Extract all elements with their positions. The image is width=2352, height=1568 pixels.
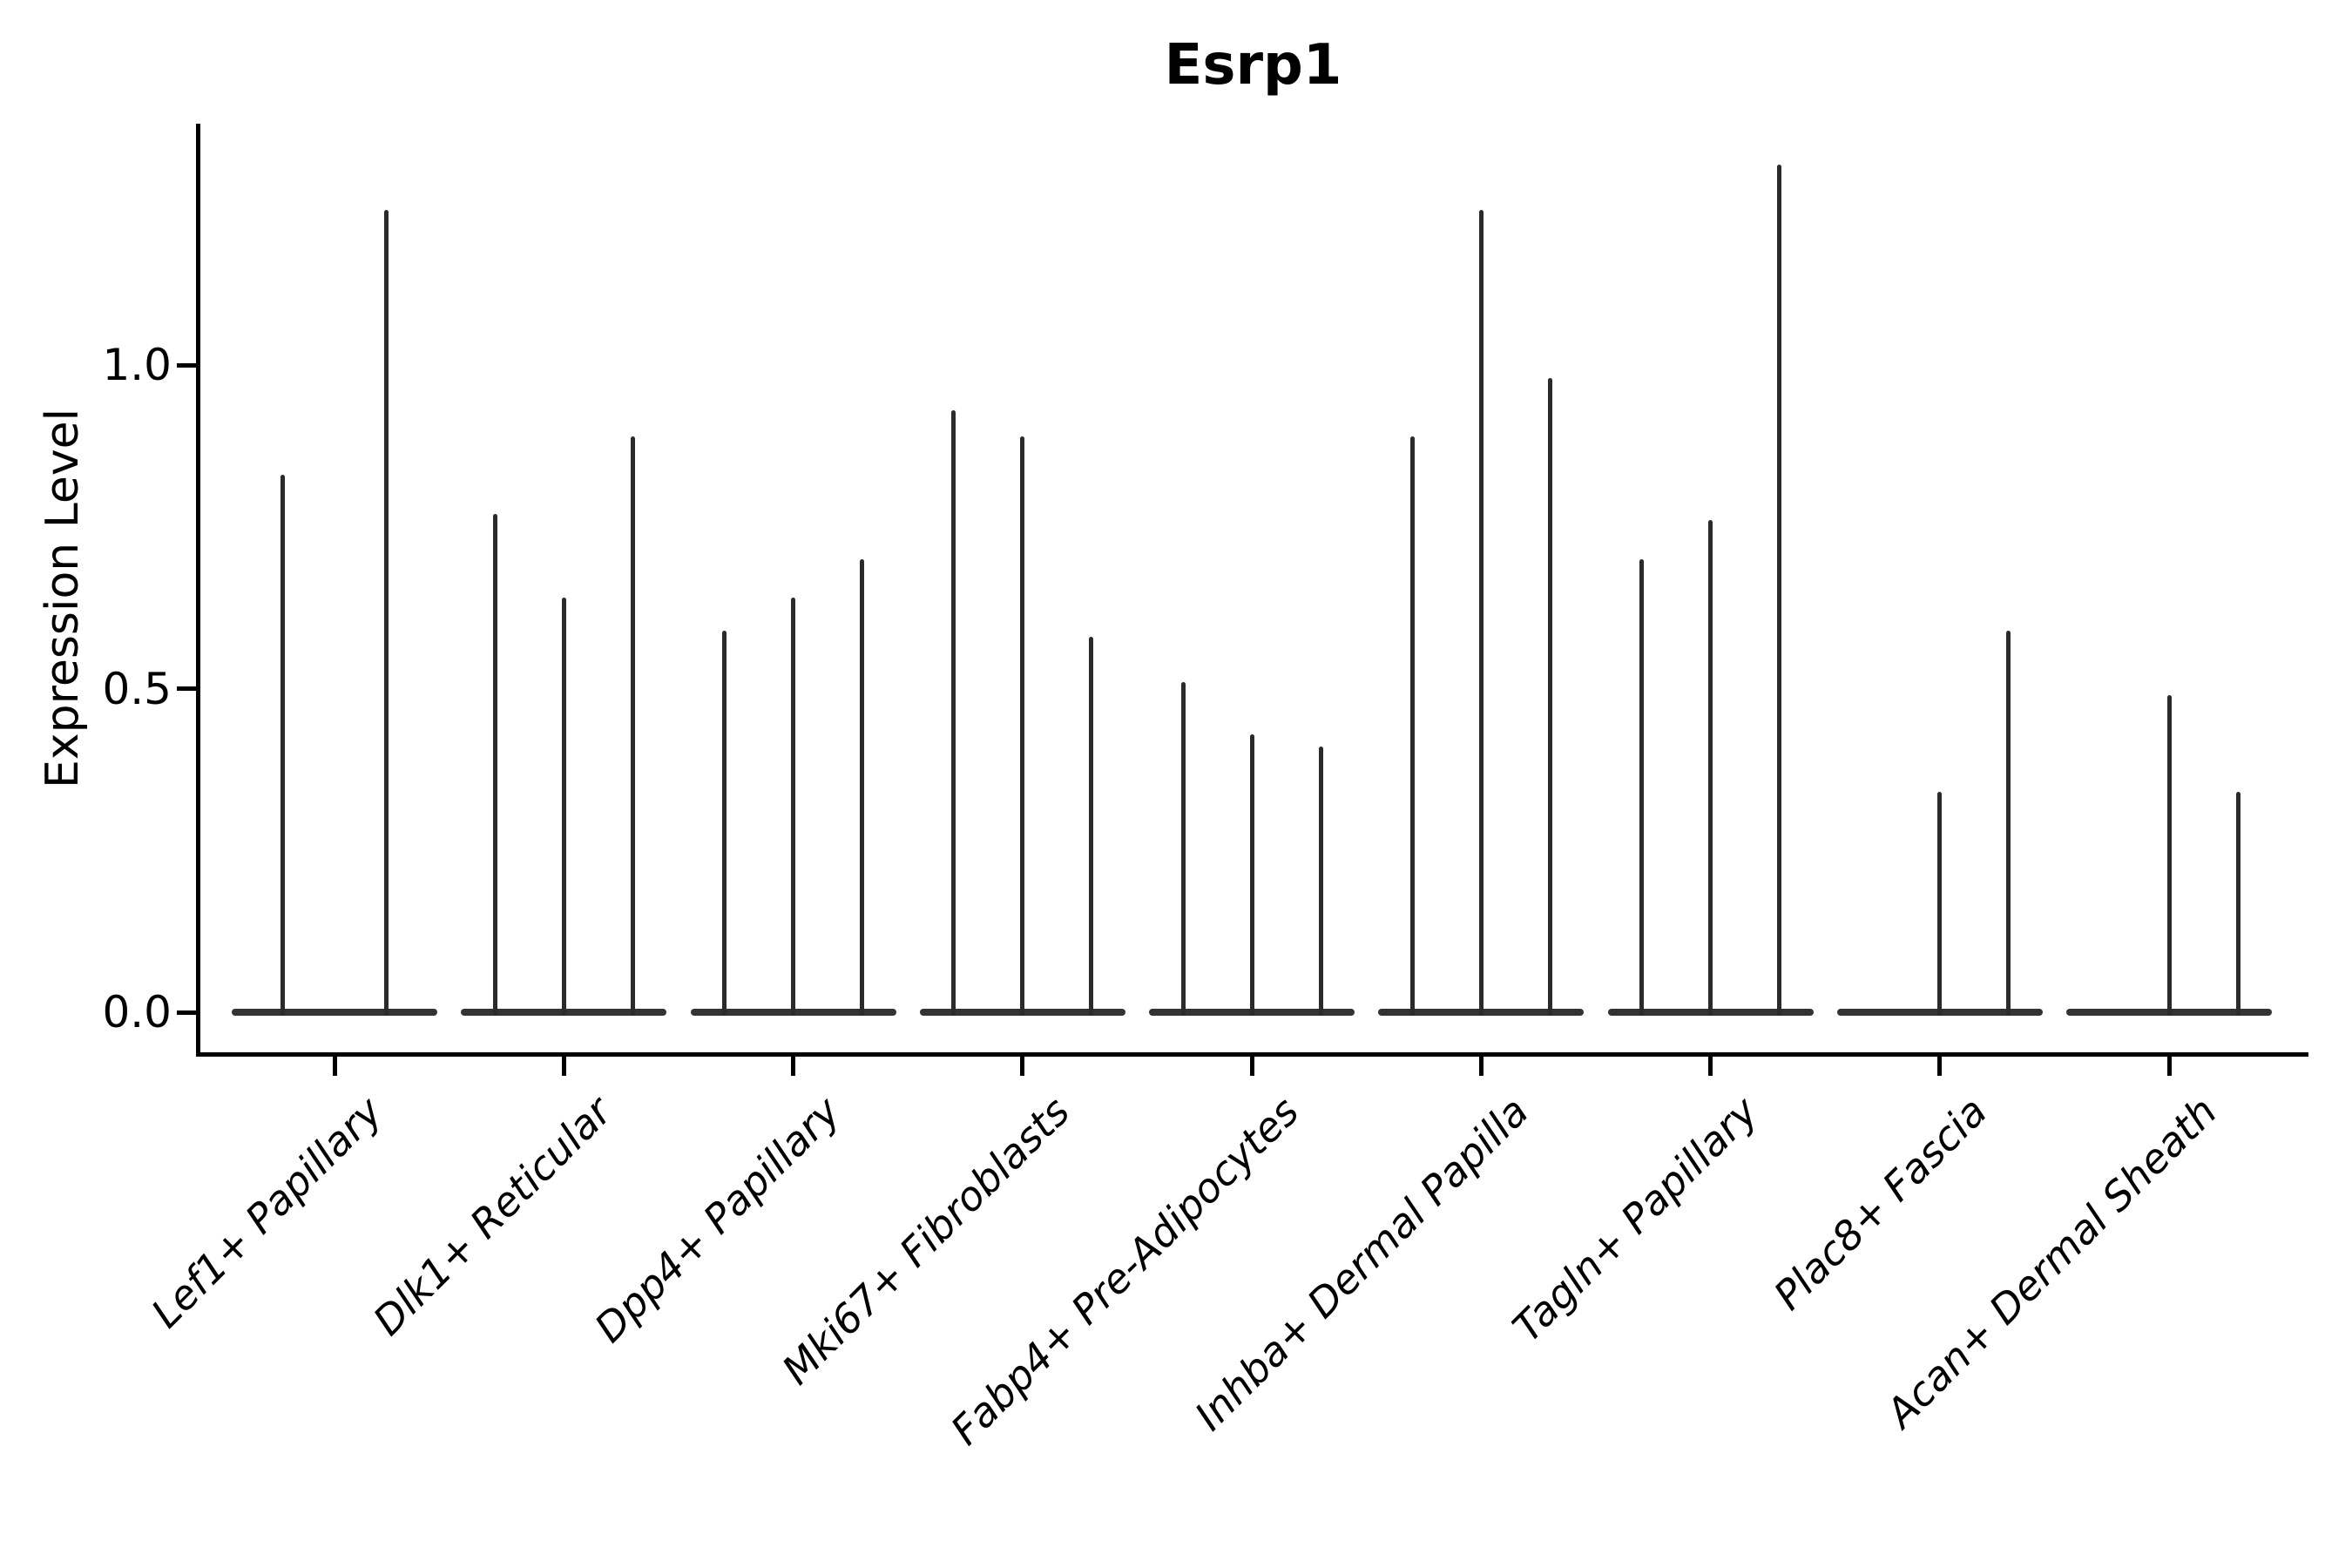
x-tick-label: Dpp4+ Papillary — [585, 1087, 850, 1352]
plot-title: Esrp1 — [1164, 33, 1342, 98]
violin — [1089, 637, 1094, 1016]
violin — [1180, 682, 1186, 1016]
violin — [1478, 209, 1484, 1016]
x-tick-label: Plac8+ Fascia — [1765, 1087, 1997, 1319]
y-axis-spine — [196, 124, 200, 1057]
violin — [383, 209, 389, 1016]
violin — [561, 598, 566, 1016]
violin — [2166, 694, 2172, 1016]
x-tick-mark — [332, 1057, 337, 1076]
violin — [630, 436, 635, 1016]
y-axis-label: Expression Level — [37, 408, 89, 789]
violin — [791, 598, 795, 1016]
y-tick-label: 1.0 — [102, 340, 172, 390]
violin — [951, 410, 956, 1016]
x-tick-mark — [1478, 1057, 1484, 1076]
x-tick-mark — [561, 1057, 566, 1076]
x-tick-mark — [1249, 1057, 1254, 1076]
violin — [722, 630, 727, 1016]
y-tick-mark — [177, 362, 198, 368]
violin — [1020, 436, 1025, 1016]
violin — [2006, 630, 2011, 1016]
violin — [1409, 436, 1415, 1016]
y-tick-label: 0.0 — [102, 987, 172, 1037]
x-axis-spine — [196, 1052, 2308, 1057]
violin — [1318, 747, 1323, 1016]
x-tick-mark — [2166, 1057, 2172, 1076]
x-tick-mark — [791, 1057, 795, 1076]
violin — [280, 475, 286, 1016]
y-tick-label: 0.5 — [102, 663, 172, 714]
violin — [1639, 558, 1644, 1016]
y-tick-mark — [177, 1010, 198, 1015]
violin — [1249, 733, 1254, 1016]
x-tick-mark — [1020, 1057, 1025, 1076]
x-tick-label: Tagln+ Papillary — [1503, 1087, 1767, 1351]
violin — [1777, 164, 1781, 1016]
x-tick-label: Dlk1+ Reticular — [363, 1087, 621, 1345]
x-tick-mark — [1708, 1057, 1713, 1076]
violin — [492, 513, 497, 1016]
violin — [1937, 792, 1943, 1016]
x-tick-label: Lef1+ Papillary — [141, 1087, 391, 1337]
violin — [1708, 520, 1713, 1016]
x-tick-mark — [1937, 1057, 1943, 1076]
violin — [2235, 792, 2240, 1016]
y-tick-mark — [177, 686, 198, 691]
violin — [1547, 377, 1552, 1016]
violin-zero-baseline — [232, 1009, 437, 1016]
violin — [860, 558, 864, 1016]
